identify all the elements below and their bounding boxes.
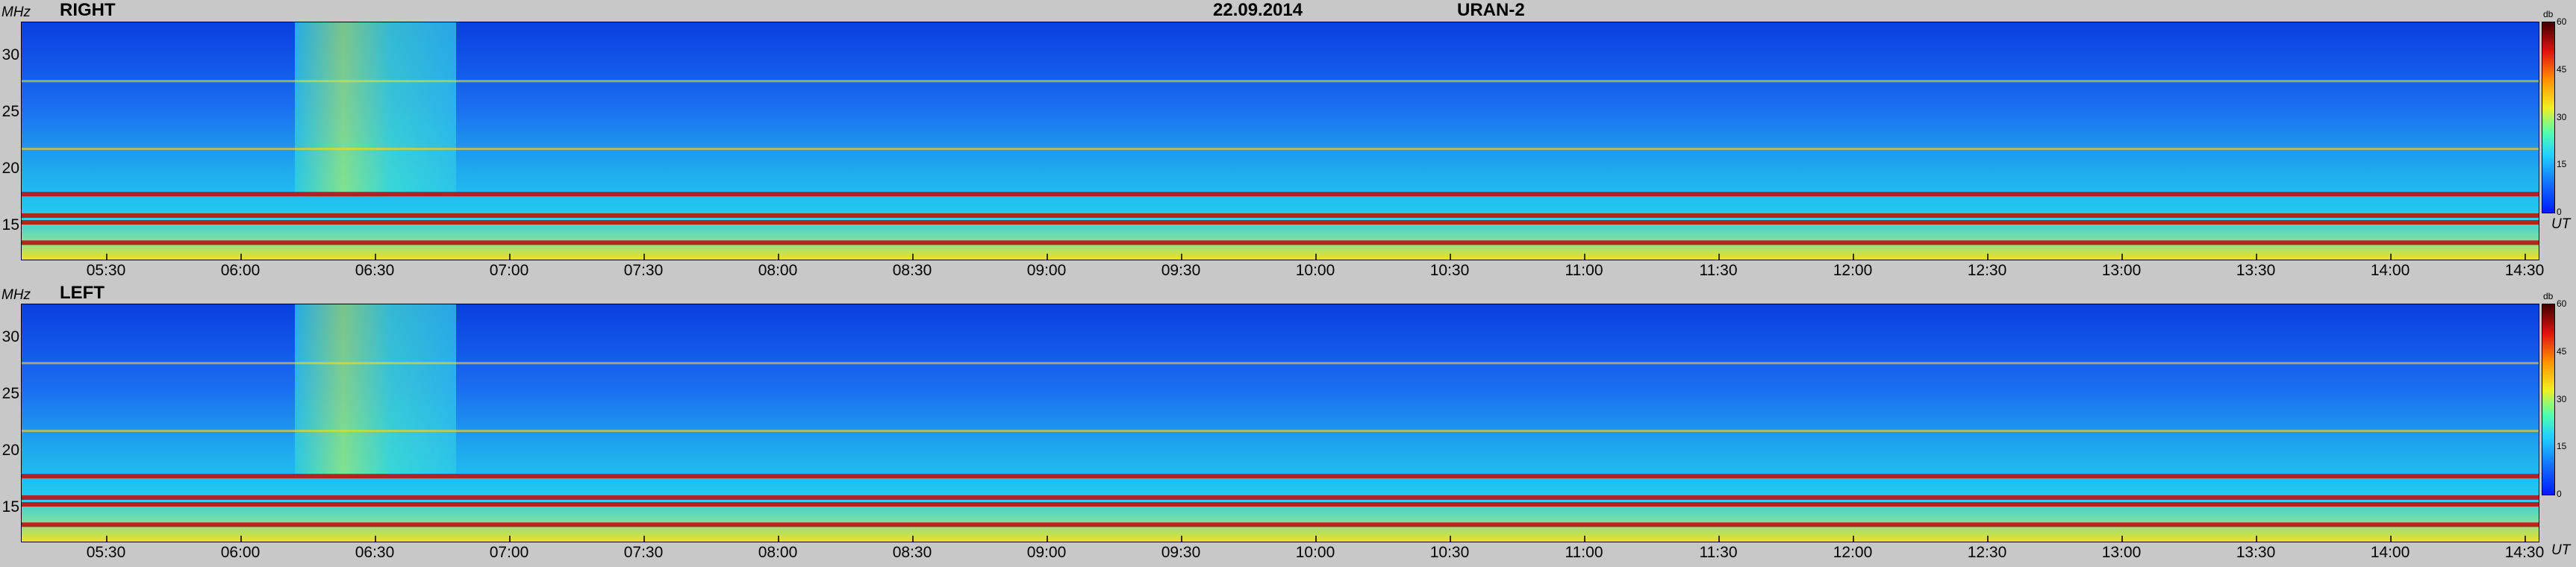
x-tick-label: 07:30 [623, 262, 664, 279]
x-tick-label: 09:30 [1161, 544, 1201, 561]
colorbar-tick-label: 45 [2557, 345, 2567, 357]
x-tick-label: 08:00 [758, 544, 798, 561]
band-4 [22, 148, 2539, 151]
colorbar-tick-label: 30 [2557, 111, 2567, 122]
x-tick-label: 13:00 [2101, 262, 2142, 279]
band-1 [22, 502, 2539, 507]
y-tick-label: 30 [1, 46, 19, 64]
band-3 [22, 192, 2539, 197]
colorbar-tick-label: 60 [2557, 298, 2567, 309]
colorbar-unit-bottom: db [2543, 291, 2554, 301]
x-tick-label: 06:30 [355, 262, 395, 279]
band-3 [22, 474, 2539, 479]
x-tick-label: 14:30 [2504, 262, 2545, 279]
spectrogram-right [21, 22, 2539, 260]
x-tick-label: 11:30 [1699, 262, 1738, 279]
band-5 [22, 80, 2539, 83]
spectrogram-left [21, 304, 2539, 542]
y-tick-label: 15 [1, 216, 19, 234]
x-tick-label: 08:30 [892, 262, 932, 279]
y-tick-label: 20 [1, 441, 19, 459]
x-tick-label: 11:00 [1565, 544, 1603, 561]
y-tick-label: 25 [1, 103, 19, 121]
colorbar-tick-label: 0 [2557, 207, 2562, 217]
x-tick-label: 07:00 [489, 262, 529, 279]
spectrogram-canvas [22, 22, 2539, 260]
colorbar-right [2542, 22, 2555, 213]
x-tick-label: 06:00 [220, 544, 261, 561]
x-tick-label: 05:30 [86, 262, 126, 279]
x-tick-label: 09:00 [1026, 262, 1067, 279]
colorbar-unit-top: db [2543, 9, 2554, 19]
radio-burst [295, 22, 456, 195]
y-unit-label-top: MHz [1, 4, 31, 20]
panel-title-left: LEFT [60, 283, 105, 303]
x-tick-label: 11:00 [1565, 262, 1603, 279]
x-tick-label: 11:30 [1699, 544, 1738, 561]
x-tick-label: 14:30 [2504, 544, 2545, 561]
band-1 [22, 220, 2539, 225]
x-tick-label: 13:30 [2236, 544, 2276, 561]
x-tick-label: 09:00 [1026, 544, 1067, 561]
x-tick-label: 07:00 [489, 544, 529, 561]
band-0 [22, 522, 2539, 527]
y-tick-label: 25 [1, 385, 19, 403]
x-tick-label: 13:30 [2236, 262, 2276, 279]
band-5 [22, 362, 2539, 365]
y-tick-label: 20 [1, 159, 19, 177]
panel-title-right: RIGHT [60, 0, 116, 20]
observation-date: 22.09.2014 [1213, 0, 1303, 20]
colorbar-tick-label: 60 [2557, 16, 2567, 27]
colorbar-left [2542, 304, 2555, 495]
x-tick-label: 06:00 [220, 262, 261, 279]
x-tick-label: 10:30 [1429, 544, 1470, 561]
colorbar-tick-label: 45 [2557, 63, 2567, 75]
colorbar-tick-label: 15 [2557, 441, 2567, 452]
band-0 [22, 240, 2539, 245]
x-unit-label-top: UT [2551, 216, 2571, 232]
x-tick-label: 10:00 [1295, 262, 1335, 279]
y-unit-label-bottom: MHz [1, 287, 31, 303]
x-tick-label: 07:30 [623, 544, 664, 561]
colorbar-tick-label: 15 [2557, 159, 2567, 170]
x-unit-label-bottom: UT [2551, 542, 2571, 558]
band-4 [22, 430, 2539, 433]
y-tick-label: 15 [1, 498, 19, 516]
x-tick-label: 05:30 [86, 544, 126, 561]
station-name: URAN-2 [1457, 0, 1525, 20]
x-tick-label: 10:30 [1429, 262, 1470, 279]
x-tick-label: 12:30 [1967, 544, 2007, 561]
y-tick-label: 30 [1, 328, 19, 346]
x-tick-label: 12:30 [1967, 262, 2007, 279]
band-2 [22, 213, 2539, 218]
x-tick-label: 09:30 [1161, 262, 1201, 279]
colorbar-tick-label: 0 [2557, 489, 2562, 499]
x-tick-label: 06:30 [355, 544, 395, 561]
colorbar-tick-label: 30 [2557, 393, 2567, 404]
spectrogram-canvas [22, 304, 2539, 542]
x-tick-label: 13:00 [2101, 544, 2142, 561]
x-tick-label: 10:00 [1295, 544, 1335, 561]
x-tick-label: 14:00 [2370, 544, 2410, 561]
radio-burst [295, 304, 456, 477]
x-tick-label: 12:00 [1833, 544, 1873, 561]
x-tick-label: 12:00 [1833, 262, 1873, 279]
band-2 [22, 495, 2539, 500]
x-tick-label: 08:00 [758, 262, 798, 279]
x-tick-label: 08:30 [892, 544, 932, 561]
x-tick-label: 14:00 [2370, 262, 2410, 279]
